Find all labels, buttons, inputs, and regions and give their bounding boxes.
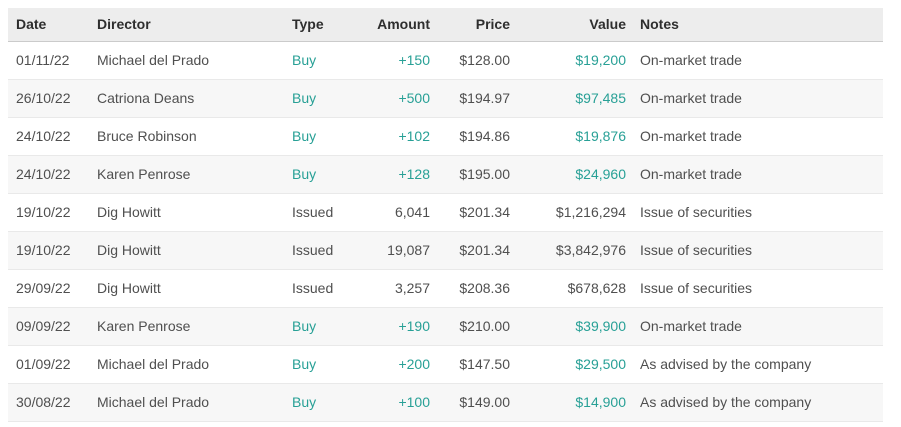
column-header-type: Type xyxy=(292,8,355,42)
cell-director: Michael del Prado xyxy=(97,383,292,422)
cell-price: $149.00 xyxy=(430,383,510,422)
cell-amount: 6,041 xyxy=(355,193,430,232)
cell-notes: Issue of securities xyxy=(626,193,883,232)
cell-type: Buy xyxy=(292,345,355,384)
cell-type: Issued xyxy=(292,231,355,270)
cell-amount: 3,257 xyxy=(355,269,430,308)
cell-notes: Issue of securities xyxy=(626,231,883,270)
cell-value: $39,900 xyxy=(510,307,626,346)
table-row: 09/09/22 Karen Penrose Buy +190 $210.00 … xyxy=(8,307,883,346)
column-header-director: Director xyxy=(97,8,292,42)
table-row: 26/10/22 Catriona Deans Buy +500 $194.97… xyxy=(8,79,883,118)
cell-date: 24/10/22 xyxy=(8,117,97,156)
cell-price: $210.00 xyxy=(430,307,510,346)
cell-date: 01/11/22 xyxy=(8,41,97,80)
cell-amount: +200 xyxy=(355,345,430,384)
table-row: 01/09/22 Michael del Prado Buy +200 $147… xyxy=(8,345,883,384)
cell-date: 01/09/22 xyxy=(8,345,97,384)
cell-date: 26/10/22 xyxy=(8,79,97,118)
cell-value: $19,200 xyxy=(510,41,626,80)
cell-director: Dig Howitt xyxy=(97,193,292,232)
cell-value: $1,216,294 xyxy=(510,193,626,232)
cell-date: 29/09/22 xyxy=(8,269,97,308)
cell-type: Buy xyxy=(292,307,355,346)
table-row: 19/10/22 Dig Howitt Issued 6,041 $201.34… xyxy=(8,193,883,232)
cell-value: $3,842,976 xyxy=(510,231,626,270)
table-header-row: Date Director Type Amount Price Value No… xyxy=(8,8,883,42)
cell-amount: 19,087 xyxy=(355,231,430,270)
cell-type: Buy xyxy=(292,79,355,118)
table-row: 24/10/22 Karen Penrose Buy +128 $195.00 … xyxy=(8,155,883,194)
cell-value: $19,876 xyxy=(510,117,626,156)
column-header-notes: Notes xyxy=(626,8,883,42)
cell-value: $678,628 xyxy=(510,269,626,308)
cell-director: Dig Howitt xyxy=(97,269,292,308)
cell-notes: As advised by the company xyxy=(626,345,883,384)
cell-notes: On-market trade xyxy=(626,155,883,194)
cell-notes: Issue of securities xyxy=(626,269,883,308)
column-header-value: Value xyxy=(510,8,626,42)
cell-value: $24,960 xyxy=(510,155,626,194)
column-header-amount: Amount xyxy=(355,8,430,42)
table-header: Date Director Type Amount Price Value No… xyxy=(8,8,883,42)
cell-date: 09/09/22 xyxy=(8,307,97,346)
cell-date: 19/10/22 xyxy=(8,193,97,232)
cell-director: Karen Penrose xyxy=(97,307,292,346)
cell-amount: +190 xyxy=(355,307,430,346)
table-body: 01/11/22 Michael del Prado Buy +150 $128… xyxy=(8,41,883,422)
cell-director: Catriona Deans xyxy=(97,79,292,118)
cell-director: Dig Howitt xyxy=(97,231,292,270)
director-transactions-table: Date Director Type Amount Price Value No… xyxy=(8,8,883,422)
table-row: 29/09/22 Dig Howitt Issued 3,257 $208.36… xyxy=(8,269,883,308)
cell-notes: On-market trade xyxy=(626,117,883,156)
cell-price: $201.34 xyxy=(430,193,510,232)
table-row: 24/10/22 Bruce Robinson Buy +102 $194.86… xyxy=(8,117,883,156)
cell-director: Bruce Robinson xyxy=(97,117,292,156)
table-row: 01/11/22 Michael del Prado Buy +150 $128… xyxy=(8,41,883,80)
cell-value: $29,500 xyxy=(510,345,626,384)
cell-type: Buy xyxy=(292,155,355,194)
cell-value: $14,900 xyxy=(510,383,626,422)
cell-price: $128.00 xyxy=(430,41,510,80)
cell-amount: +500 xyxy=(355,79,430,118)
cell-price: $208.36 xyxy=(430,269,510,308)
cell-amount: +150 xyxy=(355,41,430,80)
cell-notes: On-market trade xyxy=(626,79,883,118)
cell-price: $201.34 xyxy=(430,231,510,270)
cell-value: $97,485 xyxy=(510,79,626,118)
cell-price: $147.50 xyxy=(430,345,510,384)
cell-notes: On-market trade xyxy=(626,41,883,80)
table-row: 30/08/22 Michael del Prado Buy +100 $149… xyxy=(8,383,883,422)
cell-type: Issued xyxy=(292,269,355,308)
cell-amount: +128 xyxy=(355,155,430,194)
cell-director: Michael del Prado xyxy=(97,41,292,80)
cell-price: $195.00 xyxy=(430,155,510,194)
cell-type: Buy xyxy=(292,41,355,80)
cell-notes: As advised by the company xyxy=(626,383,883,422)
cell-amount: +100 xyxy=(355,383,430,422)
cell-type: Buy xyxy=(292,383,355,422)
cell-amount: +102 xyxy=(355,117,430,156)
cell-type: Buy xyxy=(292,117,355,156)
cell-director: Michael del Prado xyxy=(97,345,292,384)
table-row: 19/10/22 Dig Howitt Issued 19,087 $201.3… xyxy=(8,231,883,270)
cell-price: $194.86 xyxy=(430,117,510,156)
column-header-price: Price xyxy=(430,8,510,42)
cell-type: Issued xyxy=(292,193,355,232)
cell-date: 24/10/22 xyxy=(8,155,97,194)
cell-notes: On-market trade xyxy=(626,307,883,346)
cell-director: Karen Penrose xyxy=(97,155,292,194)
cell-date: 30/08/22 xyxy=(8,383,97,422)
column-header-date: Date xyxy=(8,8,97,42)
cell-price: $194.97 xyxy=(430,79,510,118)
cell-date: 19/10/22 xyxy=(8,231,97,270)
